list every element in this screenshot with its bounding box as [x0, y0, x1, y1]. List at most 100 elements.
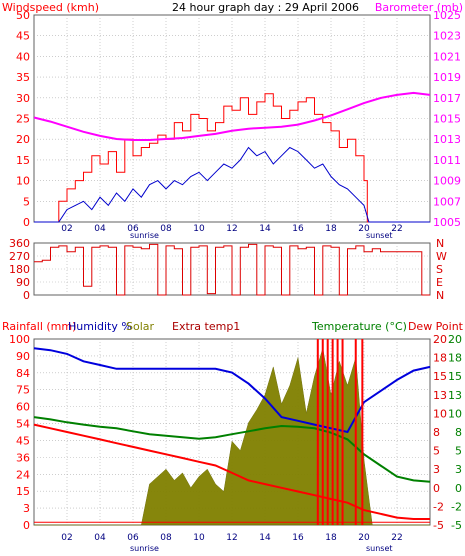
wind-x-tick-14: 14 — [259, 224, 271, 234]
wind-x-tick-22: 22 — [391, 224, 402, 234]
climate-left-tick-10: 90 — [16, 350, 30, 363]
wind-x-tick-04: 04 — [94, 224, 106, 234]
climate-x-tick-labels: 02 04 06 08 10 12 14 16 18 20 22 — [61, 533, 402, 543]
climate-right-tick-0: -5 — [433, 519, 444, 532]
wind-y-tick-35: 35 — [16, 71, 30, 84]
wind-y-tick-30: 30 — [16, 92, 30, 105]
wind-x-tick-02: 02 — [61, 224, 72, 234]
legend-dew-point: Dew Point — [408, 320, 464, 333]
sunset-label-top: sunset — [366, 231, 393, 240]
legend-rainfall: Rainfall (mm) — [2, 320, 76, 333]
direction-y-tick-0: 0 — [23, 289, 30, 302]
sunset-label-bottom: sunset — [366, 544, 393, 553]
climate-x-tick-20: 20 — [358, 533, 370, 543]
humidity-series-line — [33, 347, 431, 434]
barometer-y-tick-1007: 1007 — [433, 195, 461, 208]
barometer-y-tick-1023: 1023 — [433, 30, 461, 43]
wind-x-tick-20: 20 — [358, 224, 370, 234]
climate-x-tick-22: 22 — [391, 533, 402, 543]
climate-x-tick-02: 02 — [61, 533, 72, 543]
compass-tick-4: N — [436, 237, 444, 250]
barometer-y-tick-1013: 1013 — [433, 133, 461, 146]
direction-y-tick-90: 90 — [16, 276, 30, 289]
wind-y-tick-20: 20 — [16, 133, 30, 146]
climate-x-tick-16: 16 — [292, 533, 304, 543]
wind-x-tick-16: 16 — [292, 224, 304, 234]
direction-y-tick-270: 270 — [9, 250, 30, 263]
climate-left-tick-1: 3 — [23, 502, 30, 515]
average-series-line — [34, 146, 430, 223]
wind-x-tick-18: 18 — [325, 224, 337, 234]
temperature-series-line — [33, 416, 431, 483]
wind-y-tick-15: 15 — [16, 154, 30, 167]
climate-right-outer-tick-2: 0 — [455, 482, 462, 495]
legend-humidity: Humidity % — [68, 320, 132, 333]
wind-y-tick-25: 25 — [16, 113, 30, 126]
wind-x-tick-12: 12 — [226, 224, 237, 234]
climate-right-tick-labels-outer: -5 -2 0 3 5 8 10 13 15 18 20 — [448, 333, 462, 532]
climate-right-outer-tick-4: 5 — [455, 445, 462, 458]
climate-x-tick-14: 14 — [259, 533, 271, 543]
climate-right-outer-tick-5: 8 — [455, 426, 462, 439]
barometer-y-tick-1019: 1019 — [433, 71, 461, 84]
climate-right-tick-4: 5 — [433, 445, 440, 458]
direction-marks — [34, 243, 430, 296]
wind-x-tick-labels: 02 04 06 08 10 12 14 16 18 20 22 — [61, 224, 402, 234]
barometer-axis-label: Barometer (mb) — [375, 1, 463, 14]
climate-left-tick-5: 45 — [16, 434, 30, 447]
climate-marks — [33, 339, 431, 526]
climate-right-tick-5: 8 — [433, 426, 440, 439]
climate-right-outer-tick-0: -5 — [451, 519, 462, 532]
barometer-y-tick-1021: 1021 — [433, 50, 461, 63]
gust-series-line — [34, 93, 430, 223]
solar-series-area — [34, 348, 430, 526]
climate-right-outer-tick-8: 15 — [448, 370, 462, 383]
climate-x-tick-18: 18 — [325, 533, 337, 543]
climate-left-tick-4: 36 — [16, 451, 30, 464]
climate-x-tick-12: 12 — [226, 533, 237, 543]
barometer-y-tick-1011: 1011 — [433, 154, 461, 167]
wind-y-tick-40: 40 — [16, 50, 30, 63]
direction-y-tick-360: 360 — [9, 237, 30, 250]
wind-marks — [33, 91, 431, 223]
climate-right-tick-6: 10 — [433, 407, 447, 420]
barometer-y-tick-1017: 1017 — [433, 92, 461, 105]
legend-extra-temp1: Extra temp1 — [172, 320, 240, 333]
climate-left-tick-0: 0 — [23, 519, 30, 532]
legend-solar: Solar — [126, 320, 155, 333]
climate-right-tick-2: 0 — [433, 482, 440, 495]
sunrise-label-bottom: sunrise — [130, 544, 159, 553]
direction-y-tick-180: 180 — [9, 263, 30, 276]
climate-left-tick-7: 60 — [16, 401, 30, 414]
climate-right-outer-tick-1: -2 — [451, 500, 462, 513]
climate-x-tick-06: 06 — [127, 533, 139, 543]
sunrise-label-top: sunrise — [130, 231, 159, 240]
wind-x-tick-08: 08 — [160, 224, 172, 234]
barometer-y-tick-1025: 1025 — [433, 9, 461, 22]
climate-right-outer-tick-7: 13 — [448, 389, 462, 402]
climate-left-tick-11: 100 — [9, 333, 30, 346]
compass-tick-3: W — [436, 250, 447, 263]
wind-y-tick-10: 10 — [16, 175, 30, 188]
wind-y-tick-5: 5 — [23, 195, 30, 208]
wind-x-tick-06: 06 — [127, 224, 139, 234]
climate-left-tick-labels: 0 3 15 24 36 45 54 60 75 84 90 100 — [9, 333, 30, 532]
dewpoint-series-line — [33, 423, 430, 520]
wind-y-tick-labels: 0 5 10 15 20 25 30 35 40 45 50 — [16, 9, 30, 229]
barometer-y-tick-labels: 1005 1007 1009 1011 1013 1015 1017 1019 1021 1023… — [433, 9, 461, 229]
climate-left-tick-6: 54 — [16, 418, 30, 431]
climate-x-tick-08: 08 — [160, 533, 172, 543]
climate-right-outer-tick-3: 3 — [455, 463, 462, 476]
barometer-series-line — [33, 91, 431, 141]
wind-y-tick-45: 45 — [16, 30, 30, 43]
climate-right-tick-1: -2 — [433, 500, 444, 513]
wind-grid — [34, 15, 430, 222]
climate-right-tick-10: 20 — [433, 333, 447, 346]
climate-right-outer-tick-9: 18 — [448, 352, 462, 365]
